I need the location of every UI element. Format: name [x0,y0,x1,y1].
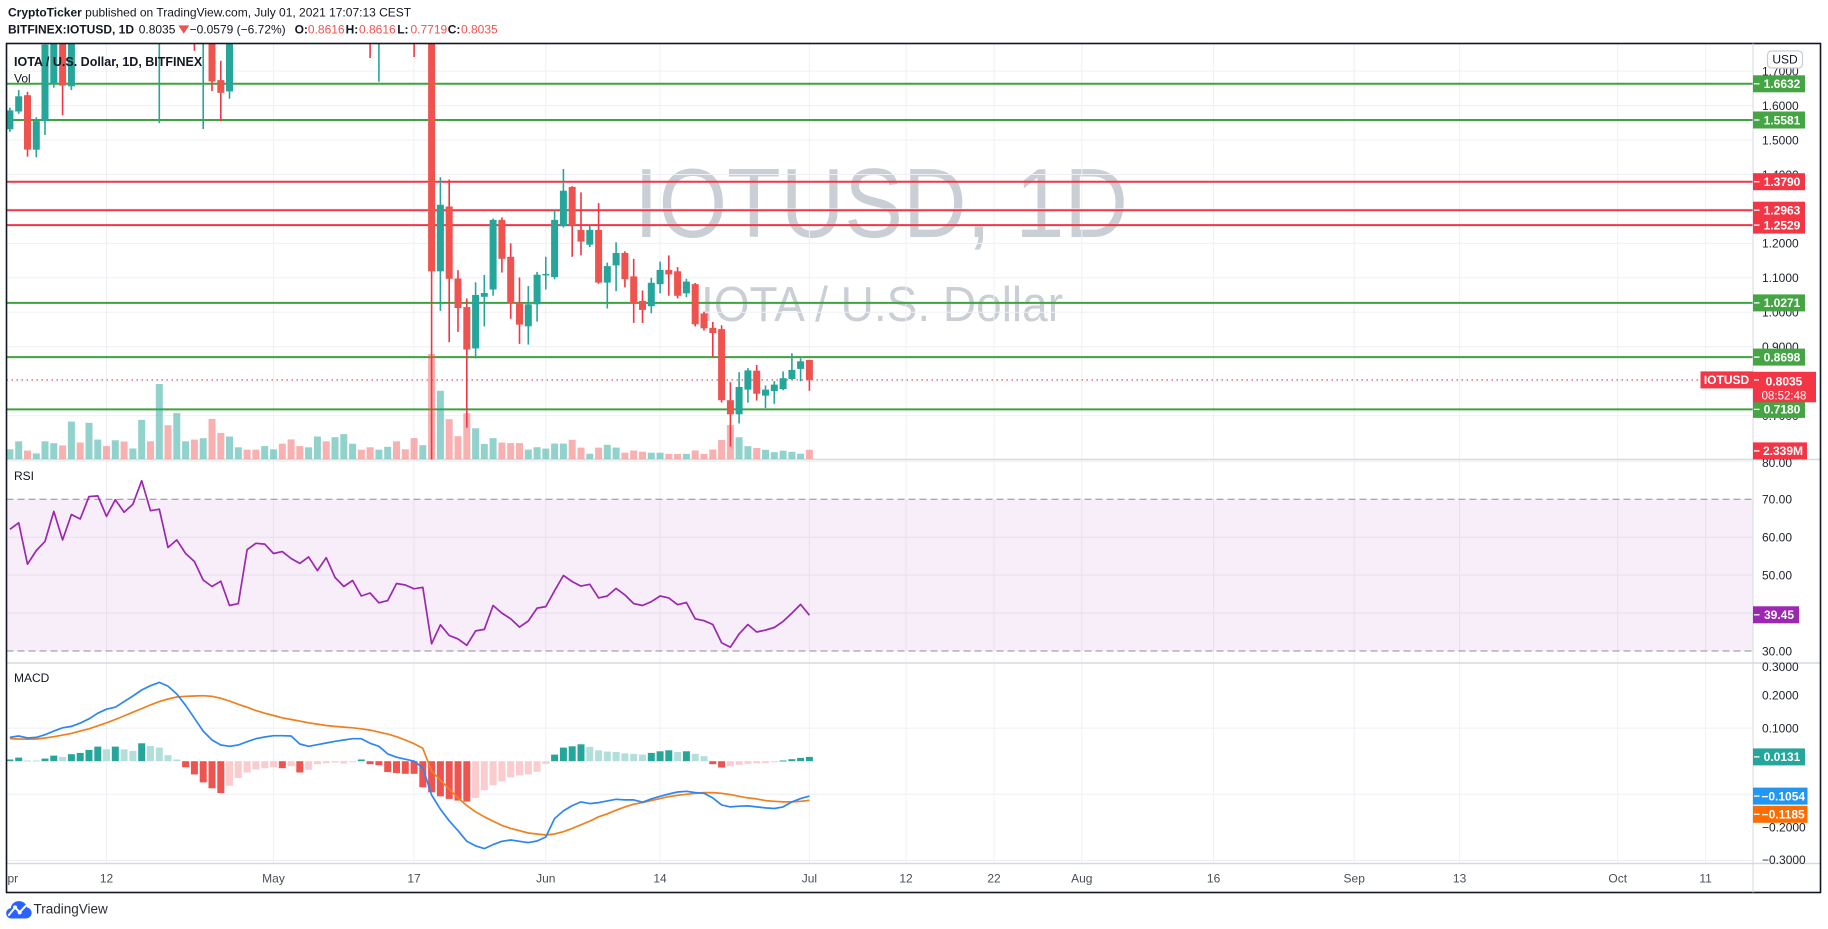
svg-text:60.00: 60.00 [1762,531,1792,545]
svg-text:1.6000: 1.6000 [1762,99,1799,113]
svg-text:1.2000: 1.2000 [1762,237,1799,251]
svg-text:0.8035: 0.8035 [139,23,176,37]
svg-text:0.1000: 0.1000 [1762,721,1799,735]
svg-text:0.8616: 0.8616 [308,23,345,37]
svg-text:0.0131: 0.0131 [1764,750,1801,764]
svg-text:0.8035: 0.8035 [1766,374,1803,388]
svg-text:1.5581: 1.5581 [1764,113,1801,127]
svg-text:Aug: Aug [1071,872,1092,886]
svg-text:16: 16 [1207,872,1221,886]
svg-text:Vol: Vol [14,72,31,86]
svg-text:1.6632: 1.6632 [1764,77,1801,91]
svg-text:39.45: 39.45 [1764,608,1794,622]
svg-text:−0.3000: −0.3000 [1762,853,1806,867]
svg-text:pr: pr [8,872,19,886]
svg-text:1.2529: 1.2529 [1764,218,1801,232]
svg-text:May: May [262,872,285,886]
svg-text:USD: USD [1772,53,1798,67]
svg-text:50.00: 50.00 [1762,568,1792,582]
svg-text:22: 22 [987,872,1001,886]
svg-text:H:: H: [346,23,359,37]
svg-text:12: 12 [100,872,114,886]
svg-text:−0.2000: −0.2000 [1762,821,1806,835]
svg-text:11: 11 [1699,872,1712,886]
svg-text:IOTA / U.S. Dollar: IOTA / U.S. Dollar [701,278,1063,333]
svg-text:0.2000: 0.2000 [1762,688,1799,702]
svg-text:Oct: Oct [1608,872,1627,886]
svg-text:30.00: 30.00 [1762,644,1792,658]
svg-text:L:: L: [397,23,408,37]
svg-text:IOTUSD: IOTUSD [1704,373,1750,387]
svg-text:−0.0579 (−6.72%): −0.0579 (−6.72%) [190,23,286,37]
svg-text:MACD: MACD [14,671,50,685]
svg-text:1.2963: 1.2963 [1764,204,1801,218]
svg-text:1.0271: 1.0271 [1764,296,1801,310]
svg-text:08:52:48: 08:52:48 [1762,390,1807,402]
svg-text:O:: O: [295,23,308,37]
svg-text:1.5000: 1.5000 [1762,133,1799,147]
svg-text:2.339M: 2.339M [1763,444,1803,458]
svg-text:0.8035: 0.8035 [461,23,498,37]
svg-text:17: 17 [407,872,421,886]
svg-text:IOTUSD, 1D: IOTUSD, 1D [634,147,1128,258]
svg-text:RSI: RSI [14,469,34,483]
svg-text:1.3790: 1.3790 [1764,175,1801,189]
svg-text:0.8616: 0.8616 [359,23,396,37]
svg-text:70.00: 70.00 [1762,493,1792,507]
svg-text:TradingView: TradingView [34,902,109,917]
svg-text:0.8698: 0.8698 [1764,350,1801,364]
svg-text:C:: C: [448,23,461,37]
svg-text:14: 14 [653,872,667,886]
svg-text:BITFINEX:IOTUSD, 1D: BITFINEX:IOTUSD, 1D [8,23,134,37]
svg-text:Sep: Sep [1344,872,1366,886]
svg-text:CryptoTicker published on Trad: CryptoTicker published on TradingView.co… [8,6,412,20]
svg-text:0.7180: 0.7180 [1764,403,1801,417]
svg-text:Jul: Jul [802,872,817,886]
svg-text:0.3000: 0.3000 [1762,660,1799,674]
svg-text:12: 12 [899,872,913,886]
svg-text:IOTA / U.S. Dollar, 1D, BITFIN: IOTA / U.S. Dollar, 1D, BITFINEX [14,55,203,69]
svg-text:−0.1054: −0.1054 [1761,789,1805,803]
svg-text:−0.1185: −0.1185 [1762,808,1805,822]
svg-text:0.7719: 0.7719 [411,23,448,37]
svg-text:13: 13 [1453,872,1467,886]
svg-text:1.1000: 1.1000 [1762,271,1799,285]
svg-text:Jun: Jun [536,872,555,886]
